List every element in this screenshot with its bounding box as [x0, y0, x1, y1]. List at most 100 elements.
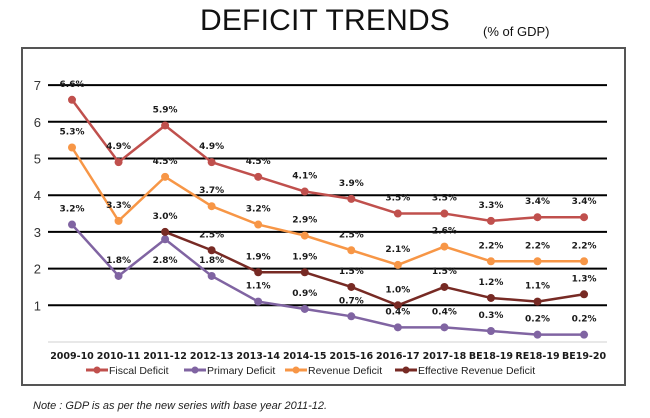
legend-swatch-marker: [93, 366, 101, 374]
fiscal-deficit-data-label: 3.4%: [572, 197, 597, 207]
revenue-deficit-point: [486, 257, 495, 266]
legend-label: Fiscal Deficit: [109, 365, 169, 377]
primary-deficit-data-label: 0.2%: [525, 315, 550, 325]
primary-deficit-data-label: 0.4%: [432, 307, 457, 317]
primary-deficit-point: [207, 271, 216, 280]
effective-revenue-deficit-data-label: 1.3%: [572, 274, 597, 284]
effective-revenue-deficit-point: [580, 290, 589, 299]
fiscal-deficit-data-label: 4.1%: [292, 172, 317, 182]
primary-deficit-data-label: 1.8%: [199, 256, 224, 266]
revenue-deficit-point: [207, 202, 216, 211]
effective-revenue-deficit-data-label: 1.5%: [339, 267, 364, 277]
revenue-deficit-data-label: 2.9%: [292, 216, 317, 226]
primary-deficit-data-label: 3.2%: [60, 205, 85, 215]
primary-deficit-data-label: 0.4%: [385, 307, 410, 317]
effective-revenue-deficit-data-label: 1.2%: [478, 278, 503, 288]
x-tick-label: BE19-20: [562, 351, 607, 362]
y-axis: 1 2 3 4 5 6 7: [34, 78, 41, 313]
x-tick-label: 2011-12: [143, 351, 187, 362]
fiscal-deficit-line: [70, 99, 585, 223]
legend-item-effective-revenue-deficit: Effective Revenue Deficit: [395, 365, 535, 377]
revenue-deficit-point: [114, 216, 123, 225]
y-tick-label: 4: [34, 188, 41, 203]
x-tick-label: 2016-17: [376, 351, 420, 362]
effective-revenue-deficit-point: [440, 282, 449, 291]
fiscal-deficit-point: [486, 216, 495, 225]
effective-revenue-deficit-point: [161, 227, 170, 236]
legend-label: Revenue Deficit: [308, 365, 382, 377]
fiscal-deficit-point: [580, 213, 589, 222]
revenue-deficit-point: [68, 143, 76, 152]
legend-label: Primary Deficit: [207, 365, 275, 377]
primary-deficit-data-label: 0.2%: [572, 315, 597, 325]
fiscal-deficit-point: [347, 194, 356, 203]
primary-deficit-point: [254, 297, 263, 306]
revenue-deficit-data-label: 4.5%: [153, 157, 178, 167]
gridlines: [48, 84, 607, 343]
primary-deficit-point: [300, 304, 309, 313]
effective-revenue-deficit-data-label: 3.0%: [153, 212, 178, 222]
effective-revenue-deficit-data-label: 2.5%: [199, 230, 224, 240]
y-tick-label: 2: [34, 262, 41, 277]
x-tick-label: 2013-14: [236, 351, 280, 362]
primary-deficit-point: [114, 271, 123, 280]
fiscal-deficit-point: [393, 209, 402, 218]
y-tick-label: 7: [34, 78, 41, 93]
revenue-deficit-point: [580, 257, 589, 266]
effective-revenue-deficit-data-label: 1.9%: [246, 252, 271, 262]
legend-item-fiscal-deficit: Fiscal Deficit: [86, 365, 169, 377]
effective-revenue-deficit-point: [207, 246, 216, 255]
fiscal-deficit-data-label: 3.9%: [339, 179, 364, 189]
effective-revenue-deficit-point: [254, 268, 263, 277]
x-tick-label: 2009-10: [50, 351, 94, 362]
legend-item-primary-deficit: Primary Deficit: [184, 365, 275, 377]
legend: Fiscal Deficit Primary Deficit Revenue Def…: [86, 365, 535, 377]
fiscal-deficit-data-label: 3.5%: [432, 194, 457, 204]
x-tick-label: 2015-16: [329, 351, 373, 362]
revenue-deficit-data-label: 2.2%: [478, 241, 503, 251]
primary-deficit-data-label: 1.8%: [106, 256, 131, 266]
fiscal-deficit-data-label: 3.4%: [525, 197, 550, 207]
x-tick-label: 2012-13: [190, 351, 234, 362]
primary-deficit-data-label: 0.7%: [339, 296, 364, 306]
revenue-deficit-point: [533, 257, 542, 266]
effective-revenue-deficit-data-label: 1.0%: [385, 285, 410, 295]
chart-frame: [21, 47, 626, 386]
revenue-deficit-point: [347, 246, 356, 255]
effective-revenue-deficit-data-label: 1.1%: [525, 282, 550, 292]
x-tick-label: BE18-19: [469, 351, 513, 362]
y-tick-label: 6: [34, 115, 41, 130]
fiscal-deficit-data-label: 6.6%: [60, 80, 85, 90]
fiscal-deficit-data-label: 5.9%: [153, 105, 178, 115]
primary-deficit-line: [71, 223, 585, 336]
revenue-deficit-data-label: 2.6%: [432, 227, 457, 237]
fiscal-deficit-data-label: 4.5%: [246, 157, 271, 167]
revenue-deficit-point: [440, 242, 449, 251]
chart-title: DEFICIT TRENDS: [199, 4, 451, 37]
fiscal-deficit-point: [440, 209, 449, 218]
primary-deficit-data-label: 0.9%: [292, 289, 317, 299]
legend-swatch-marker: [292, 366, 300, 374]
x-tick-label: RE18-19: [515, 351, 559, 362]
fiscal-deficit-data-label: 3.3%: [478, 201, 503, 211]
primary-deficit-point: [486, 326, 495, 335]
primary-deficit-data-label: 1.1%: [246, 282, 271, 292]
fiscal-deficit-data-label: 3.5%: [385, 194, 410, 204]
effective-revenue-deficit-point: [533, 297, 542, 306]
effective-revenue-deficit-line: [164, 230, 585, 307]
data-labels: 6.6% 4.9% 5.9% 4.9% 4.5% 4.1% 3.9% 3.5% 3.5% 3.3%…: [60, 80, 597, 325]
effective-revenue-deficit-point: [486, 293, 495, 302]
legend-label: Effective Revenue Deficit: [418, 365, 535, 377]
primary-deficit-data-label: 0.3%: [478, 311, 503, 321]
primary-deficit-point: [347, 312, 356, 321]
x-tick-label: 2010-11: [97, 351, 141, 362]
fiscal-deficit-point: [161, 121, 170, 130]
y-tick-label: 1: [34, 298, 41, 313]
fiscal-deficit-point: [68, 95, 76, 104]
revenue-deficit-data-label: 3.3%: [106, 201, 131, 211]
effective-revenue-deficit-data-label: 1.5%: [432, 267, 457, 277]
primary-deficit-point: [161, 235, 170, 244]
legend-item-revenue-deficit: Revenue Deficit: [285, 365, 382, 377]
series-lines: [68, 95, 589, 339]
